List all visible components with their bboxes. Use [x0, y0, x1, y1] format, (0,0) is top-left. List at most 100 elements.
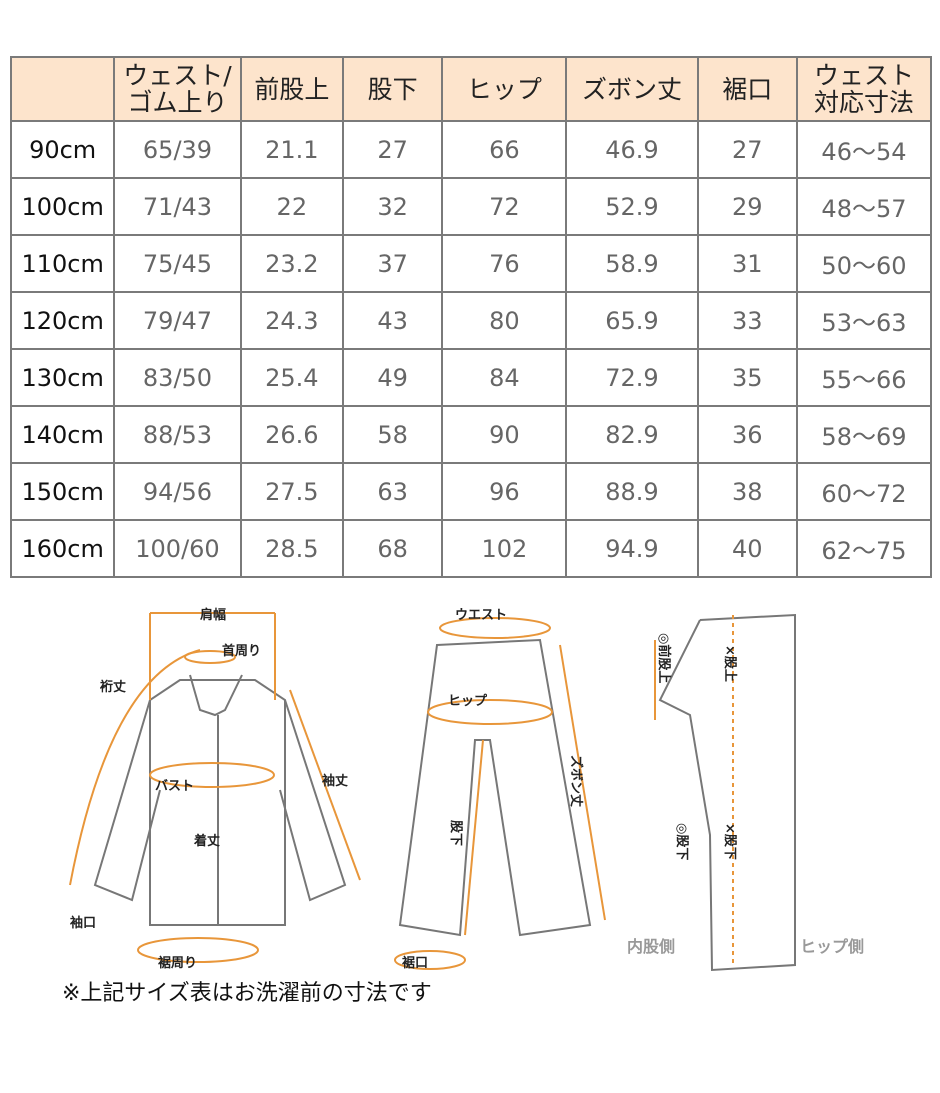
size-cell: 90cm	[9, 120, 116, 179]
label-hip-side: ヒップ側	[800, 937, 864, 956]
side-drawing	[658, 613, 796, 972]
column-header: 裾口	[696, 56, 798, 122]
table-row: 150cm 94/56 27.5 63 96 88.9 38 60〜72	[9, 462, 933, 521]
value-cell: 100/60	[113, 519, 242, 578]
value-cell: 75/45	[113, 234, 242, 293]
value-cell: 33	[696, 291, 798, 350]
value-cell: 90	[441, 405, 568, 464]
table-row: 130cm 83/50 25.4 49 84 72.9 35 55〜66	[9, 348, 933, 407]
measurement-diagram: 肩幅 首周り 裄丈 バスト 袖丈 着丈 袖口 裾周り ウエスト ヒップ ズボン丈…	[69, 607, 864, 972]
label-inseam-x: ×股下	[722, 823, 737, 860]
value-cell: 24.3	[239, 291, 344, 350]
measure-lines	[69, 612, 734, 970]
value-cell: 48〜57	[795, 177, 933, 236]
value-cell: 65.9	[565, 291, 699, 350]
column-header	[9, 56, 116, 122]
pants-drawing	[398, 638, 592, 937]
value-cell: 102	[441, 519, 568, 578]
value-cell: 52.9	[565, 177, 699, 236]
value-cell: 27.5	[239, 462, 344, 521]
column-header: ウェスト 対応寸法	[795, 56, 933, 122]
value-cell: 66	[441, 120, 568, 179]
label-sleeve: 袖丈	[322, 773, 348, 789]
value-cell: 58〜69	[795, 405, 933, 464]
value-cell: 49	[341, 348, 444, 407]
label-rise: ×股上	[722, 645, 737, 682]
value-cell: 25.4	[239, 348, 344, 407]
value-cell: 43	[341, 291, 444, 350]
value-cell: 79/47	[113, 291, 242, 350]
value-cell: 58	[341, 405, 444, 464]
value-cell: 76	[441, 234, 568, 293]
value-cell: 72	[441, 177, 568, 236]
value-cell: 62〜75	[795, 519, 933, 578]
value-cell: 65/39	[113, 120, 242, 179]
value-cell: 35	[696, 348, 798, 407]
value-cell: 96	[441, 462, 568, 521]
value-cell: 94.9	[565, 519, 699, 578]
value-cell: 23.2	[239, 234, 344, 293]
label-cuff: 袖口	[70, 915, 96, 931]
value-cell: 21.1	[239, 120, 344, 179]
column-header: ウェスト/ ゴム上り	[113, 56, 242, 122]
table-row: 160cm 100/60 28.5 68 102 94.9 40 62〜75	[9, 519, 933, 578]
label-inseam-o: ◎股下	[674, 823, 689, 860]
value-cell: 37	[341, 234, 444, 293]
size-cell: 100cm	[9, 177, 116, 236]
label-pants-hem: 裾口	[402, 955, 428, 971]
table-row: 110cm 75/45 23.2 37 76 58.9 31 50〜60	[9, 234, 933, 293]
value-cell: 94/56	[113, 462, 242, 521]
value-cell: 83/50	[113, 348, 242, 407]
label-yuki: 裄丈	[99, 679, 126, 695]
column-header: ズボン丈	[565, 56, 699, 122]
column-header: 股下	[341, 56, 444, 122]
value-cell: 46〜54	[795, 120, 933, 179]
label-shoulder: 肩幅	[200, 607, 226, 623]
label-inner-side: 内股側	[627, 937, 675, 956]
table-row: 90cm 65/39 21.1 27 66 46.9 27 46〜54	[9, 120, 933, 179]
value-cell: 31	[696, 234, 798, 293]
value-cell: 32	[341, 177, 444, 236]
size-cell: 130cm	[9, 348, 116, 407]
value-cell: 55〜66	[795, 348, 933, 407]
shirt-drawing	[93, 674, 347, 926]
value-cell: 38	[696, 462, 798, 521]
washing-note: ※上記サイズ表はお洗濯前の寸法です	[62, 981, 432, 1006]
value-cell: 27	[696, 120, 798, 179]
value-cell: 29	[696, 177, 798, 236]
value-cell: 88/53	[113, 405, 242, 464]
value-cell: 68	[341, 519, 444, 578]
value-cell: 88.9	[565, 462, 699, 521]
value-cell: 80	[441, 291, 568, 350]
label-inseam: 股下	[448, 820, 463, 846]
size-table: ウェスト/ ゴム上り 前股上 股下 ヒップ ズボン丈 裾口 ウェスト 対応寸法 90cm 65…	[9, 56, 933, 578]
value-cell: 60〜72	[795, 462, 933, 521]
label-length: 着丈	[193, 833, 220, 849]
value-cell: 72.9	[565, 348, 699, 407]
size-cell: 160cm	[9, 519, 116, 578]
value-cell: 36	[696, 405, 798, 464]
value-cell: 63	[341, 462, 444, 521]
table-row: 140cm 88/53 26.6 58 90 82.9 36 58〜69	[9, 405, 933, 464]
label-front-rise: ◎前股上	[656, 633, 672, 683]
size-cell: 110cm	[9, 234, 116, 293]
label-hip: ヒップ	[448, 694, 488, 709]
label-waist: ウエスト	[455, 608, 507, 623]
value-cell: 84	[441, 348, 568, 407]
table-row: 100cm 71/43 22 32 72 52.9 29 48〜57	[9, 177, 933, 236]
value-cell: 82.9	[565, 405, 699, 464]
size-cell: 140cm	[9, 405, 116, 464]
value-cell: 22	[239, 177, 344, 236]
value-cell: 46.9	[565, 120, 699, 179]
label-hem: 裾周り	[158, 955, 197, 971]
value-cell: 27	[341, 120, 444, 179]
column-header: ヒップ	[441, 56, 568, 122]
value-cell: 28.5	[239, 519, 344, 578]
label-pants-length: ズボン丈	[568, 755, 584, 807]
value-cell: 50〜60	[795, 234, 933, 293]
size-cell: 120cm	[9, 291, 116, 350]
column-header: 前股上	[239, 56, 344, 122]
value-cell: 58.9	[565, 234, 699, 293]
label-neck: 首周り	[222, 643, 261, 659]
value-cell: 26.6	[239, 405, 344, 464]
